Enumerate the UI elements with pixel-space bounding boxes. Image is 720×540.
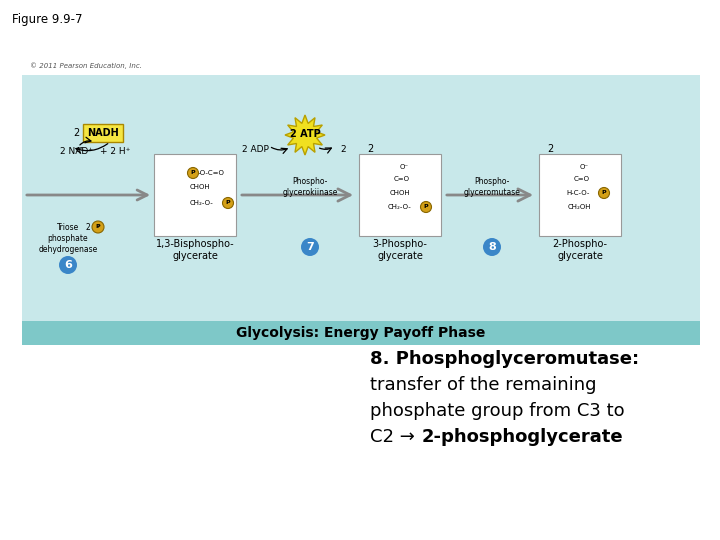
- Text: P: P: [423, 205, 428, 210]
- Text: C=O: C=O: [394, 176, 410, 182]
- Text: P: P: [602, 191, 606, 195]
- Text: 2: 2: [547, 144, 553, 154]
- Text: CHOH: CHOH: [390, 190, 410, 196]
- Text: 6: 6: [64, 260, 72, 270]
- Text: P: P: [96, 225, 100, 230]
- Text: CHOH: CHOH: [190, 184, 211, 190]
- Text: P: P: [191, 171, 195, 176]
- Text: Figure 9.9-7: Figure 9.9-7: [12, 13, 83, 26]
- Text: CH₂-O-: CH₂-O-: [388, 204, 412, 210]
- Text: 8: 8: [488, 242, 496, 252]
- Text: CH₂OH: CH₂OH: [568, 204, 592, 210]
- Text: 3-Phospho-
glycerate: 3-Phospho- glycerate: [372, 239, 428, 261]
- Text: 1,3-Bisphospho-
glycerate: 1,3-Bisphospho- glycerate: [156, 239, 234, 261]
- Text: 2 ADP: 2 ADP: [242, 145, 269, 154]
- Circle shape: [420, 201, 431, 213]
- Text: Phospho-
glyceromutase: Phospho- glyceromutase: [464, 177, 521, 197]
- Text: P: P: [225, 200, 230, 206]
- Circle shape: [59, 256, 77, 274]
- Polygon shape: [285, 115, 325, 155]
- Text: NADH: NADH: [87, 128, 119, 138]
- FancyBboxPatch shape: [83, 124, 123, 142]
- Circle shape: [598, 187, 610, 199]
- Text: 8. Phosphoglyceromutase:: 8. Phosphoglyceromutase:: [370, 350, 639, 368]
- Text: 2: 2: [367, 144, 373, 154]
- Text: Triose
phosphate
dehydrogenase: Triose phosphate dehydrogenase: [38, 223, 98, 254]
- FancyBboxPatch shape: [22, 75, 700, 345]
- Text: CH₂-O-: CH₂-O-: [190, 200, 214, 206]
- Text: 2-phosphoglycerate: 2-phosphoglycerate: [422, 428, 624, 446]
- FancyBboxPatch shape: [154, 154, 236, 236]
- FancyBboxPatch shape: [539, 154, 621, 236]
- Circle shape: [301, 238, 319, 256]
- Text: 2: 2: [340, 145, 346, 154]
- Text: + 2 H⁺: + 2 H⁺: [100, 146, 130, 156]
- Text: 2 NAD⁺: 2 NAD⁺: [60, 146, 93, 156]
- Text: Glycolysis: Energy Payoff Phase: Glycolysis: Energy Payoff Phase: [236, 326, 486, 340]
- Text: transfer of the remaining: transfer of the remaining: [370, 376, 596, 394]
- Circle shape: [222, 198, 233, 208]
- Text: C=O: C=O: [574, 176, 590, 182]
- Text: 2: 2: [73, 128, 79, 138]
- Text: H-C-O-: H-C-O-: [566, 190, 590, 196]
- FancyBboxPatch shape: [22, 321, 700, 345]
- Text: i: i: [97, 225, 99, 230]
- FancyBboxPatch shape: [359, 154, 441, 236]
- Text: 2: 2: [86, 222, 91, 232]
- Text: Phospho-
glycerokiinase: Phospho- glycerokiinase: [282, 177, 338, 197]
- Text: 2 ATP: 2 ATP: [289, 129, 320, 139]
- Circle shape: [187, 167, 199, 179]
- Text: O⁻: O⁻: [400, 164, 409, 170]
- Circle shape: [483, 238, 501, 256]
- Circle shape: [92, 221, 104, 233]
- Text: phosphate group from C3 to: phosphate group from C3 to: [370, 402, 625, 420]
- Text: C2 →: C2 →: [370, 428, 420, 446]
- Text: © 2011 Pearson Education, Inc.: © 2011 Pearson Education, Inc.: [30, 62, 142, 69]
- Text: 7: 7: [306, 242, 314, 252]
- Text: -O-C=O: -O-C=O: [198, 170, 225, 176]
- Text: O⁻: O⁻: [580, 164, 589, 170]
- Text: 2-Phospho-
glycerate: 2-Phospho- glycerate: [552, 239, 608, 261]
